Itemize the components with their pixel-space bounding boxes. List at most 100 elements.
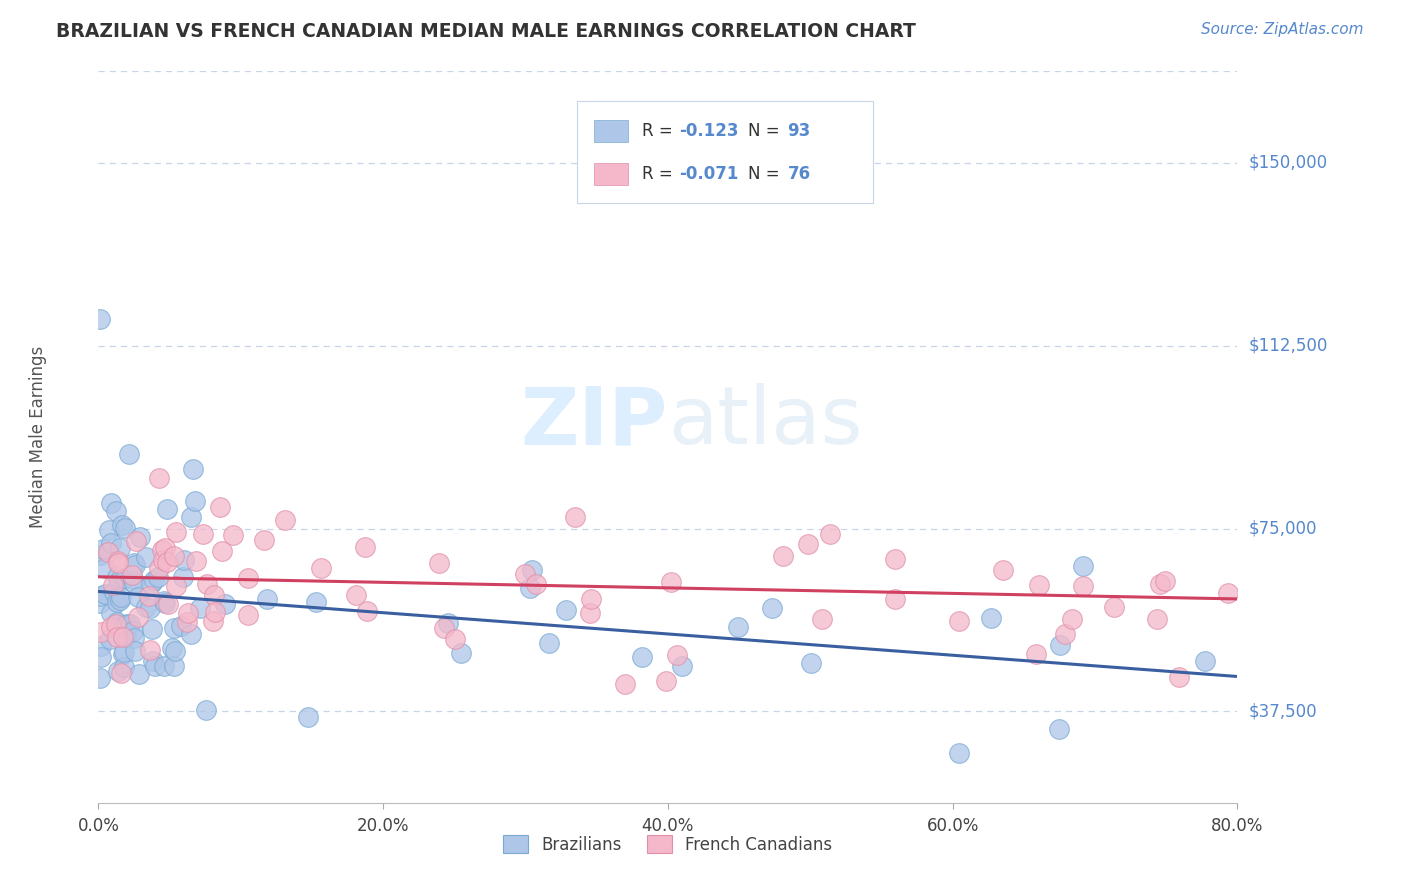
Point: [153, 594, 176, 608]
Point: [176, 615, 198, 629]
Point: [115, 616, 138, 631]
Point: [311, 560, 333, 574]
Point: [513, 566, 536, 581]
Point: [1028, 578, 1050, 592]
Text: N =: N =: [748, 122, 785, 140]
Point: [948, 614, 970, 628]
Text: $150,000: $150,000: [1249, 153, 1327, 172]
Point: [90, 650, 112, 665]
Bar: [576, 101, 873, 203]
Point: [184, 554, 207, 568]
Point: [883, 552, 905, 566]
Point: [111, 630, 134, 644]
Point: [883, 591, 905, 606]
Point: [100, 496, 122, 510]
Point: [1071, 558, 1094, 573]
Point: [103, 585, 125, 599]
Point: [163, 658, 186, 673]
Point: [274, 512, 297, 526]
Text: R =: R =: [641, 122, 678, 140]
Point: [124, 558, 146, 573]
Point: [991, 563, 1014, 577]
Point: [155, 502, 177, 516]
Point: [211, 544, 233, 558]
Point: [1194, 654, 1216, 668]
Point: [170, 619, 193, 633]
Point: [98, 632, 121, 646]
Point: [180, 626, 202, 640]
Point: [141, 577, 163, 591]
Point: [128, 590, 150, 604]
Point: [98, 523, 121, 537]
Point: [138, 643, 160, 657]
Point: [90, 624, 112, 639]
Point: [89, 671, 111, 685]
Point: [256, 591, 278, 606]
Point: [139, 600, 162, 615]
Point: [110, 665, 132, 680]
Point: [172, 569, 194, 583]
Point: [1049, 638, 1071, 652]
Point: [655, 673, 678, 688]
Point: [165, 525, 187, 540]
Point: [163, 621, 186, 635]
Point: [1102, 600, 1125, 615]
Point: [1149, 577, 1171, 591]
Text: N =: N =: [748, 165, 785, 184]
Point: [100, 535, 122, 549]
Point: [105, 615, 128, 630]
Point: [579, 592, 602, 607]
Text: -0.071: -0.071: [679, 165, 738, 184]
Point: [1216, 586, 1239, 600]
Point: [128, 530, 150, 544]
Point: [110, 590, 132, 604]
Point: [1146, 612, 1168, 626]
Point: [165, 644, 187, 658]
Point: [344, 588, 367, 602]
Point: [1154, 574, 1177, 588]
Text: ZIP: ZIP: [520, 384, 668, 461]
Point: [666, 648, 689, 662]
Text: atlas: atlas: [668, 384, 862, 461]
Point: [100, 606, 122, 620]
Point: [208, 500, 231, 515]
Point: [143, 658, 166, 673]
Point: [141, 622, 163, 636]
Point: [165, 579, 187, 593]
Point: [91, 541, 114, 556]
Point: [148, 561, 170, 575]
Point: [631, 650, 654, 665]
Point: [121, 624, 143, 639]
Point: [121, 568, 143, 582]
Point: [236, 571, 259, 585]
Point: [120, 616, 142, 631]
Text: 93: 93: [787, 122, 811, 140]
Point: [148, 569, 170, 583]
Point: [204, 605, 226, 619]
Point: [153, 596, 176, 610]
Point: [1168, 670, 1191, 684]
Point: [222, 528, 245, 542]
Point: [537, 636, 560, 650]
Point: [356, 604, 378, 618]
Point: [184, 494, 207, 508]
Point: [112, 618, 135, 632]
Point: [97, 545, 120, 559]
Point: [118, 447, 141, 461]
Point: [122, 556, 145, 570]
Point: [152, 553, 174, 567]
Point: [157, 597, 180, 611]
Point: [142, 654, 165, 668]
Point: [564, 509, 586, 524]
Point: [181, 462, 204, 476]
Point: [948, 746, 970, 760]
Point: [1025, 647, 1047, 661]
Point: [173, 552, 195, 566]
Y-axis label: Median Male Earnings: Median Male Earnings: [30, 346, 48, 528]
Point: [555, 602, 578, 616]
Point: [135, 599, 157, 614]
Bar: [593, 120, 628, 143]
Point: [107, 553, 129, 567]
Point: [177, 606, 200, 620]
Point: [519, 581, 541, 595]
